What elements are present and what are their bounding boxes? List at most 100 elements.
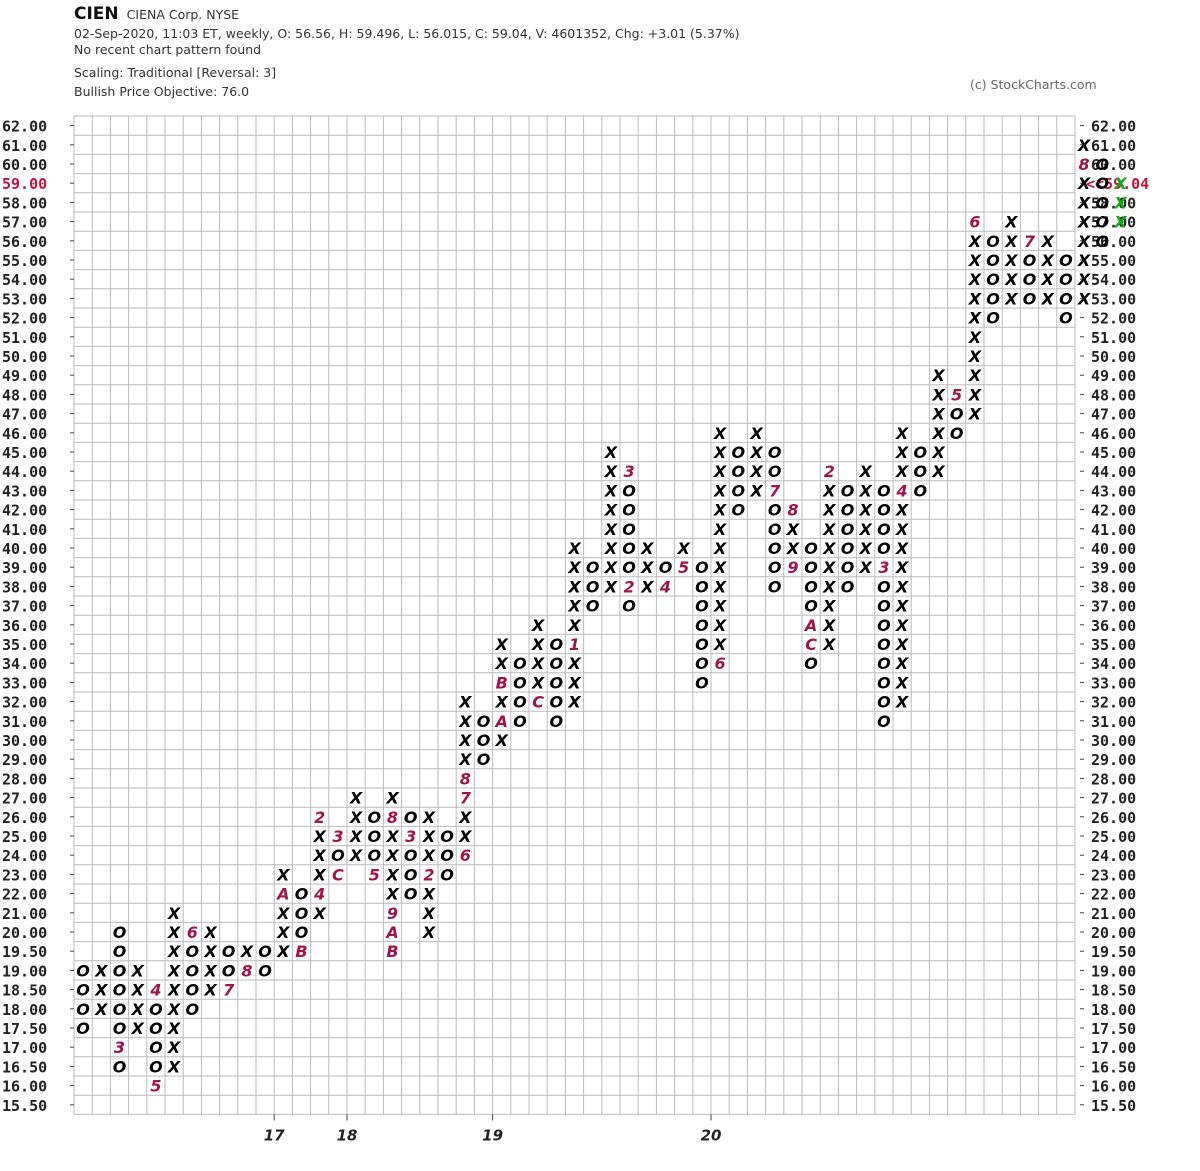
x-box: X <box>895 539 909 558</box>
x-box: X <box>968 289 982 308</box>
o-box: O <box>222 961 236 980</box>
o-box: O <box>185 1000 199 1019</box>
x-box: X <box>968 347 982 366</box>
month-marker: 5 <box>369 865 380 884</box>
x-box: X <box>167 961 181 980</box>
x-box: X <box>677 539 691 558</box>
price-label-left: 16.50 <box>2 1058 47 1076</box>
x-box: X <box>822 597 836 616</box>
year-label: 19 <box>482 1126 503 1144</box>
x-box: X <box>968 405 982 424</box>
month-marker: 8 <box>387 808 398 827</box>
month-marker: 2 <box>314 808 325 827</box>
x-box: X <box>531 635 545 654</box>
price-label-right: 30.00 <box>1091 732 1136 750</box>
o-box: O <box>877 673 891 692</box>
price-label-left: 43.00 <box>2 482 47 500</box>
x-box: X <box>385 846 399 865</box>
x-box: X <box>240 942 254 961</box>
price-label-right: 53.00 <box>1091 290 1136 308</box>
x-box: X <box>1004 213 1018 232</box>
o-box: O <box>913 462 927 481</box>
x-box: X <box>713 577 727 596</box>
month-marker: 2 <box>423 865 434 884</box>
price-label-right: 58.00 <box>1091 194 1136 212</box>
o-box: O <box>877 693 891 712</box>
x-box: X <box>968 309 982 328</box>
o-box: O <box>841 481 855 500</box>
o-box: O <box>477 750 491 769</box>
x-box: X <box>276 942 290 961</box>
price-label-right: 50.00 <box>1091 348 1136 366</box>
month-marker: 6 <box>187 923 198 942</box>
x-box: X <box>385 865 399 884</box>
x-box: X <box>567 616 581 635</box>
x-box: X <box>567 558 581 577</box>
price-label-left: 55.00 <box>2 252 47 270</box>
price-objective: Bullish Price Objective: 76.0 <box>74 84 250 99</box>
x-box: X <box>422 808 436 827</box>
month-marker: 9 <box>387 904 398 923</box>
x-box: X <box>94 961 108 980</box>
price-label-right: 56.00 <box>1091 233 1136 251</box>
x-box: X <box>713 462 727 481</box>
price-label-left: 29.00 <box>2 751 47 769</box>
price-label-right: 62.00 <box>1091 118 1136 136</box>
o-box: O <box>149 1057 163 1076</box>
price-label-left: 25.00 <box>2 828 47 846</box>
o-box: O <box>513 654 527 673</box>
o-box: O <box>659 558 673 577</box>
x-box: X <box>458 750 472 769</box>
o-box: O <box>404 846 418 865</box>
o-box: O <box>877 539 891 558</box>
price-label-right: 19.00 <box>1091 962 1136 980</box>
price-label-right: 24.00 <box>1091 847 1136 865</box>
x-box: X <box>640 577 654 596</box>
o-box: O <box>185 942 199 961</box>
o-box: O <box>804 558 818 577</box>
o-box: O <box>986 270 1000 289</box>
o-box: O <box>113 923 127 942</box>
o-box: O <box>1059 289 1073 308</box>
price-label-left: 40.00 <box>2 540 47 558</box>
x-box: X <box>458 808 472 827</box>
x-box: X <box>567 654 581 673</box>
o-box: O <box>1059 270 1073 289</box>
month-marker: 3 <box>114 1038 125 1057</box>
x-box: X <box>895 577 909 596</box>
x-box: X <box>422 904 436 923</box>
price-label-left: 62.00 <box>2 118 47 136</box>
o-box: O <box>877 654 891 673</box>
price-label-right: 18.00 <box>1091 1001 1136 1019</box>
x-box: X <box>713 424 727 443</box>
x-box: X <box>931 385 945 404</box>
x-box: X <box>167 1000 181 1019</box>
x-box: X <box>895 462 909 481</box>
o-box: O <box>950 405 964 424</box>
price-label-left: 54.00 <box>2 271 47 289</box>
month-marker: C <box>805 635 817 654</box>
x-box: X <box>713 539 727 558</box>
price-label-right: 35.00 <box>1091 636 1136 654</box>
month-marker: 6 <box>969 213 980 232</box>
month-marker: C <box>332 865 344 884</box>
o-box: O <box>622 597 636 616</box>
x-box: X <box>604 539 618 558</box>
o-box: O <box>295 923 309 942</box>
copyright: (c) StockCharts.com <box>970 77 1097 92</box>
x-box: X <box>895 693 909 712</box>
o-box: O <box>841 577 855 596</box>
o-box: O <box>76 1019 90 1038</box>
x-box: X <box>713 635 727 654</box>
o-box: O <box>1023 251 1037 270</box>
price-label-right: 48.00 <box>1091 386 1136 404</box>
x-box: X <box>131 981 145 1000</box>
x-box: X <box>167 904 181 923</box>
x-box: X <box>931 405 945 424</box>
o-box: O <box>513 693 527 712</box>
price-label-left: 51.00 <box>2 329 47 347</box>
x-box: X <box>859 539 873 558</box>
o-box: O <box>113 961 127 980</box>
month-marker: 6 <box>715 654 726 673</box>
o-box: O <box>1095 213 1109 232</box>
